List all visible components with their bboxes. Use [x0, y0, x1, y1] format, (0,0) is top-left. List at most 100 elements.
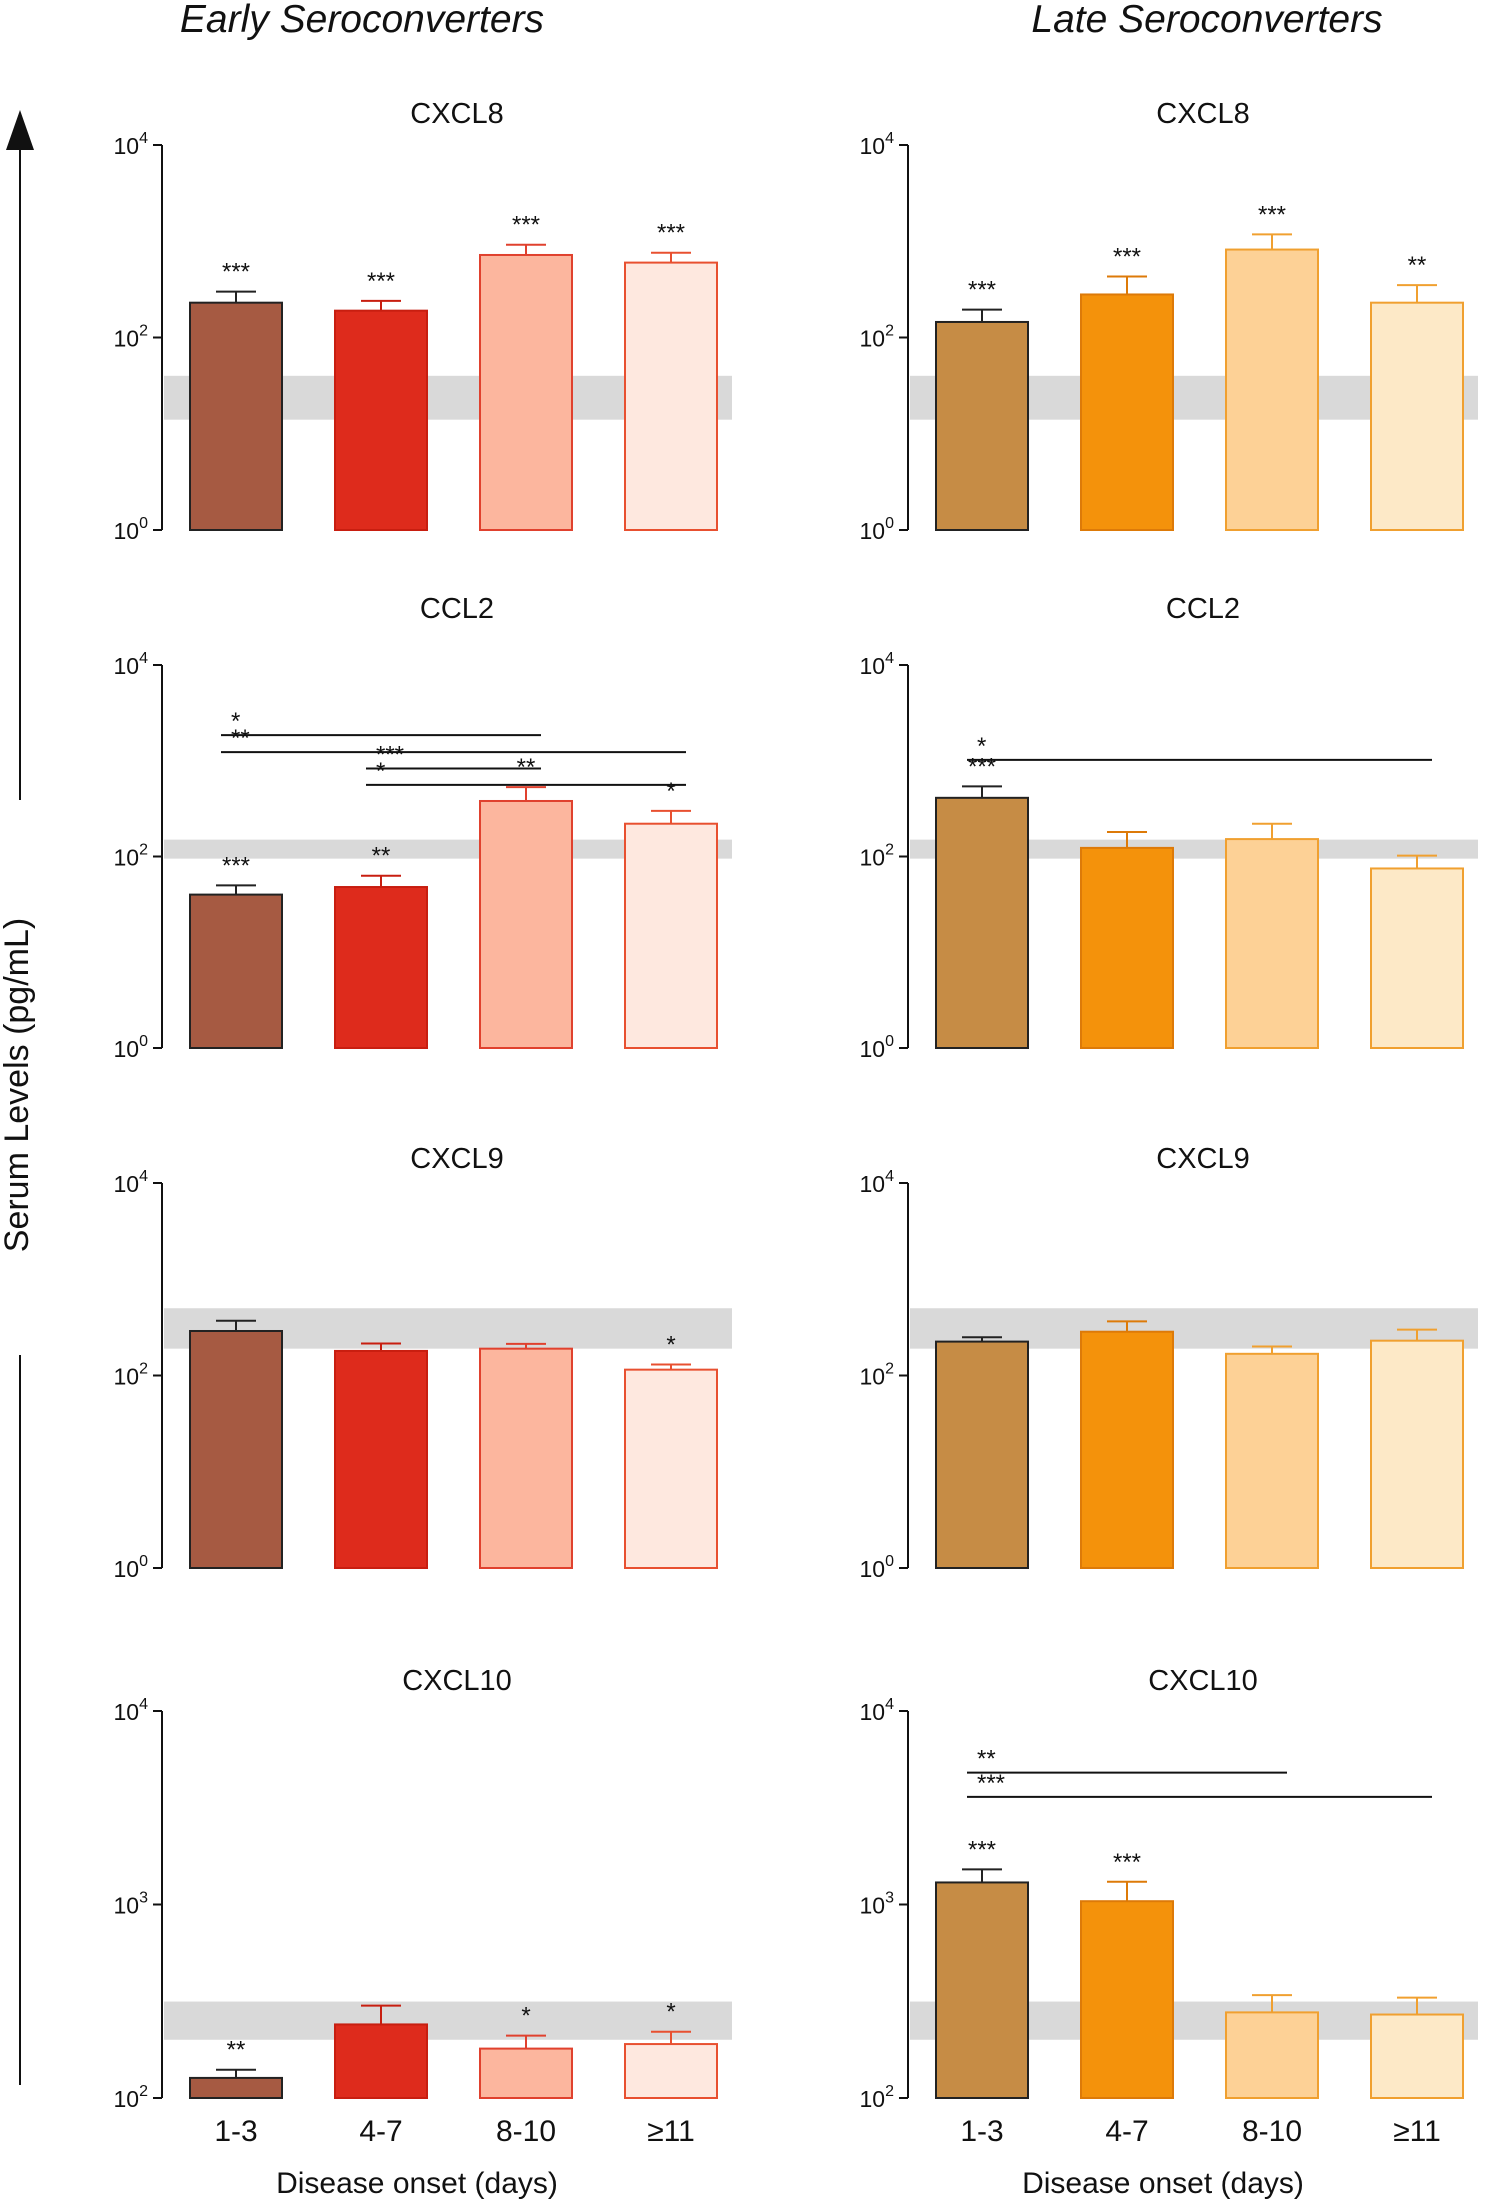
y-axis-arrow-head: [6, 110, 34, 150]
bar-1-3: [189, 1329, 283, 1569]
bar-8-10: [1225, 838, 1319, 1050]
chart-title: CXCL9: [1156, 1143, 1250, 1175]
bar-8-10: [1225, 1352, 1319, 1569]
y-tick-label: 102: [114, 323, 149, 352]
bar-8-10: [1225, 2011, 1319, 2099]
y-tick-label: 100: [114, 1553, 149, 1582]
bar-8-10: [1225, 248, 1319, 531]
y-tick-label: 102: [860, 2083, 895, 2112]
chart-cxcl9-late: CXCL9 100 102 104: [860, 1143, 1478, 1582]
bar-4-7: [334, 1349, 428, 1570]
y-tick-label: 104: [860, 650, 895, 679]
x-axis-label: Disease onset (days): [276, 2167, 558, 2200]
comparison-label: *: [977, 733, 986, 760]
x-tick-label: 4-7: [359, 2115, 402, 2148]
bar-1-3: [935, 320, 1029, 531]
significance-label: ***: [657, 220, 685, 247]
bar-4-7: [334, 309, 428, 531]
bar-4-7: [1080, 1330, 1174, 1570]
comparison-label: *: [231, 708, 240, 735]
bar-≥11: [624, 2043, 718, 2099]
reference-band: [910, 839, 1478, 859]
significance-label: ***: [1113, 244, 1141, 271]
significance-label: **: [1408, 252, 1427, 279]
y-tick-label: 104: [114, 1168, 149, 1197]
x-axis-label: Disease onset (days): [1022, 2167, 1304, 2200]
y-tick-label: 100: [860, 1553, 895, 1582]
comparison-label: **: [231, 725, 250, 752]
chart-title: CCL2: [420, 593, 494, 625]
y-tick-label: 104: [860, 130, 895, 159]
x-tick-label: 8-10: [1242, 2115, 1302, 2148]
y-tick-label: 102: [114, 1361, 149, 1390]
significance-label: ***: [968, 1836, 996, 1863]
significance-label: ***: [512, 212, 540, 239]
bar-≥11: [1370, 2013, 1464, 2100]
chart-ccl2-late: CCL2 100 102 104 ****: [860, 593, 1478, 1062]
bar-≥11: [1370, 301, 1464, 531]
significance-label: *: [666, 1999, 675, 2026]
bar-4-7: [1080, 293, 1174, 531]
y-tick-label: 104: [114, 650, 149, 679]
bar-1-3: [935, 796, 1029, 1049]
comparison-label: ***: [376, 741, 404, 768]
x-tick-label: 1-3: [960, 2115, 1003, 2148]
significance-label: *: [521, 2003, 530, 2030]
y-tick-label: 102: [860, 1361, 895, 1390]
significance-label: **: [372, 843, 391, 870]
column-title-early: Early Seroconverters: [180, 0, 544, 41]
y-tick-label: 104: [860, 1696, 895, 1725]
bar-1-3: [189, 893, 283, 1050]
bar-1-3: [935, 1881, 1029, 2099]
chart-title: CXCL10: [1148, 1665, 1258, 1697]
significance-label: ***: [1258, 201, 1286, 228]
chart-title: CXCL8: [1156, 98, 1250, 130]
bar-8-10: [479, 2047, 573, 2099]
significance-label: ***: [968, 753, 996, 780]
significance-label: ***: [222, 852, 250, 879]
significance-label: *: [666, 1332, 675, 1359]
chart-title: CXCL10: [402, 1665, 512, 1697]
y-tick-label: 104: [114, 130, 149, 159]
bar-4-7: [1080, 846, 1174, 1050]
significance-label: ***: [222, 259, 250, 286]
bar-8-10: [479, 253, 573, 531]
y-tick-label: 103: [860, 1890, 895, 1919]
y-tick-label: 100: [114, 515, 149, 544]
y-axis-label: Serum Levels (pg/mL): [0, 918, 36, 1252]
y-tick-label: 102: [860, 323, 895, 352]
x-tick-label: 4-7: [1105, 2115, 1148, 2148]
column-title-late: Late Seroconverters: [1031, 0, 1382, 41]
bar-≥11: [624, 1368, 718, 1569]
chart-title: CXCL8: [410, 98, 504, 130]
significance-label: **: [227, 2037, 246, 2064]
chart-title: CXCL9: [410, 1143, 504, 1175]
x-tick-label: ≥11: [647, 2115, 695, 2148]
reference-band: [164, 2001, 732, 2040]
bar-1-3: [189, 301, 283, 531]
chart-cxcl9-early: CXCL9 100 102 104 *: [114, 1143, 732, 1582]
bar-≥11: [624, 822, 718, 1049]
bar-≥11: [1370, 867, 1464, 1049]
x-tick-label: 8-10: [496, 2115, 556, 2148]
y-tick-label: 104: [860, 1168, 895, 1197]
bar-1-3: [935, 1340, 1029, 1569]
bar-4-7: [334, 886, 428, 1050]
significance-label: ***: [1113, 1849, 1141, 1876]
chart-title: CCL2: [1166, 593, 1240, 625]
bar-4-7: [1080, 1900, 1174, 2100]
comparison-label: **: [977, 1746, 996, 1773]
bar-1-3: [189, 2076, 283, 2100]
y-tick-label: 103: [114, 1890, 149, 1919]
bar-4-7: [334, 2023, 428, 2099]
reference-band: [164, 839, 732, 859]
bar-≥11: [624, 261, 718, 531]
comparison-label: ***: [977, 1770, 1005, 1797]
comparison-label: *: [376, 758, 385, 785]
y-tick-label: 102: [860, 842, 895, 871]
